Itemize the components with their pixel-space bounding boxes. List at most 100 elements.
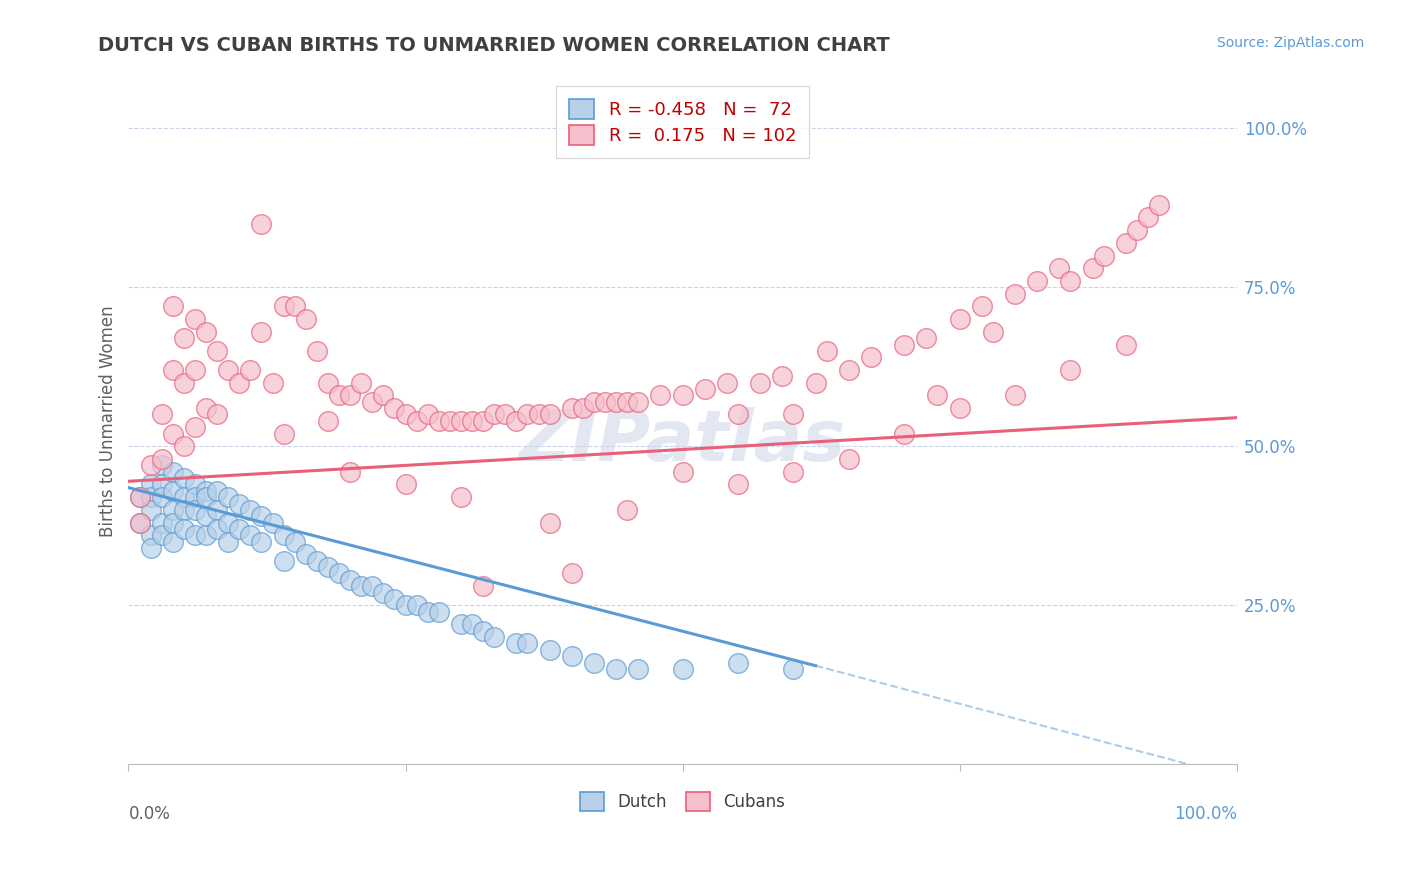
Point [1059,363,1081,377]
Point [162,363,184,377]
Point [949,401,972,416]
Point [328,566,350,581]
Point [217,490,239,504]
Point [339,573,361,587]
Point [572,401,595,416]
Point [472,414,495,428]
Point [150,528,173,542]
Point [405,599,427,613]
Point [228,522,250,536]
Point [184,528,207,542]
Point [294,312,316,326]
Point [439,414,461,428]
Point [516,636,538,650]
Point [416,605,439,619]
Point [305,343,328,358]
Point [1059,274,1081,288]
Point [173,331,195,345]
Point [727,656,749,670]
Point [139,458,162,473]
Point [970,299,993,313]
Point [239,503,262,517]
Point [273,528,295,542]
Point [671,465,693,479]
Point [450,617,472,632]
Point [316,376,339,390]
Point [328,388,350,402]
Point [250,217,273,231]
Point [305,554,328,568]
Point [262,516,284,530]
Point [838,452,860,467]
Point [461,617,484,632]
Point [128,516,150,530]
Point [316,560,339,574]
Point [1004,388,1026,402]
Point [1115,337,1137,351]
Point [239,363,262,377]
Point [394,477,416,491]
Point [1126,223,1149,237]
Point [427,414,450,428]
Point [561,566,583,581]
Point [217,534,239,549]
Point [981,325,1004,339]
Point [205,343,228,358]
Point [671,662,693,676]
Point [339,388,361,402]
Point [693,382,716,396]
Point [195,401,218,416]
Point [250,534,273,549]
Point [605,394,627,409]
Point [350,579,373,593]
Point [472,624,495,638]
Point [716,376,738,390]
Point [627,662,650,676]
Point [373,585,395,599]
Point [195,483,218,498]
Point [384,591,406,606]
Point [150,477,173,491]
Point [1026,274,1049,288]
Point [184,477,207,491]
Text: Source: ZipAtlas.com: Source: ZipAtlas.com [1216,36,1364,50]
Point [139,477,162,491]
Point [184,420,207,434]
Point [770,369,793,384]
Point [893,337,915,351]
Text: DUTCH VS CUBAN BIRTHS TO UNMARRIED WOMEN CORRELATION CHART: DUTCH VS CUBAN BIRTHS TO UNMARRIED WOMEN… [98,36,890,54]
Point [162,516,184,530]
Point [384,401,406,416]
Point [195,325,218,339]
Point [561,401,583,416]
Point [582,656,605,670]
Point [671,388,693,402]
Point [627,394,650,409]
Point [1004,286,1026,301]
Point [339,465,361,479]
Point [250,325,273,339]
Point [461,414,484,428]
Point [405,414,427,428]
Point [616,503,638,517]
Point [416,408,439,422]
Point [273,299,295,313]
Point [205,483,228,498]
Point [150,516,173,530]
Point [173,376,195,390]
Point [804,376,827,390]
Point [205,522,228,536]
Point [838,363,860,377]
Point [727,408,749,422]
Point [427,605,450,619]
Point [195,528,218,542]
Point [228,496,250,510]
Point [1137,211,1160,225]
Point [538,642,561,657]
Point [205,503,228,517]
Point [650,388,672,402]
Point [184,503,207,517]
Point [150,408,173,422]
Point [516,408,538,422]
Point [394,408,416,422]
